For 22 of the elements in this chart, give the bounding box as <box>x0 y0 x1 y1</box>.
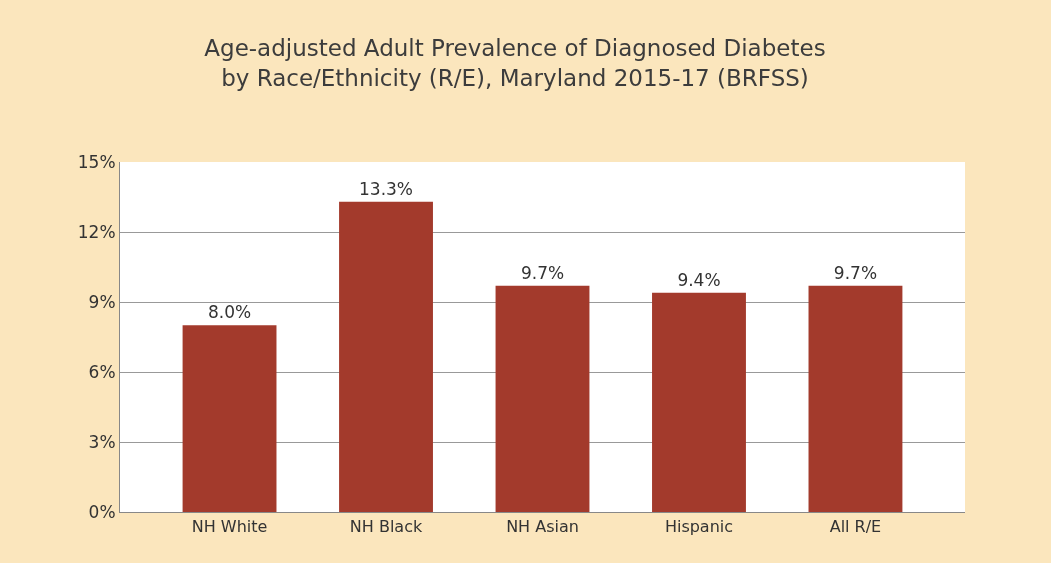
data-label: 9.7% <box>833 262 878 283</box>
data-label: 13.3% <box>359 178 414 199</box>
y-tick-label: 6% <box>88 361 116 382</box>
bar <box>652 292 746 512</box>
bar <box>339 201 433 512</box>
x-tick-label: NH Asian <box>506 517 579 537</box>
x-tick-label: All R/E <box>829 517 882 537</box>
data-label: 8.0% <box>207 302 252 323</box>
x-tick-label: NH White <box>191 517 268 537</box>
y-tick-label: 15% <box>77 151 116 172</box>
bar <box>808 285 903 512</box>
x-tick-label: Hispanic <box>664 517 734 537</box>
y-tick-label: 0% <box>88 501 116 522</box>
y-tick-label: 12% <box>77 221 116 242</box>
bar <box>495 285 590 512</box>
data-label: 9.7% <box>520 262 565 283</box>
y-tick-label: 3% <box>88 431 116 452</box>
y-tick-label: 9% <box>88 291 116 312</box>
data-label: 9.4% <box>677 269 721 290</box>
bar <box>182 325 277 512</box>
x-tick-label: NH Black <box>349 517 423 537</box>
chart-title: Age-adjusted Adult Prevalence of Diagnosed Diabetes by Race/Ethnicity (R/E), Maryland 2015-17 (BRFSS) <box>204 35 826 92</box>
